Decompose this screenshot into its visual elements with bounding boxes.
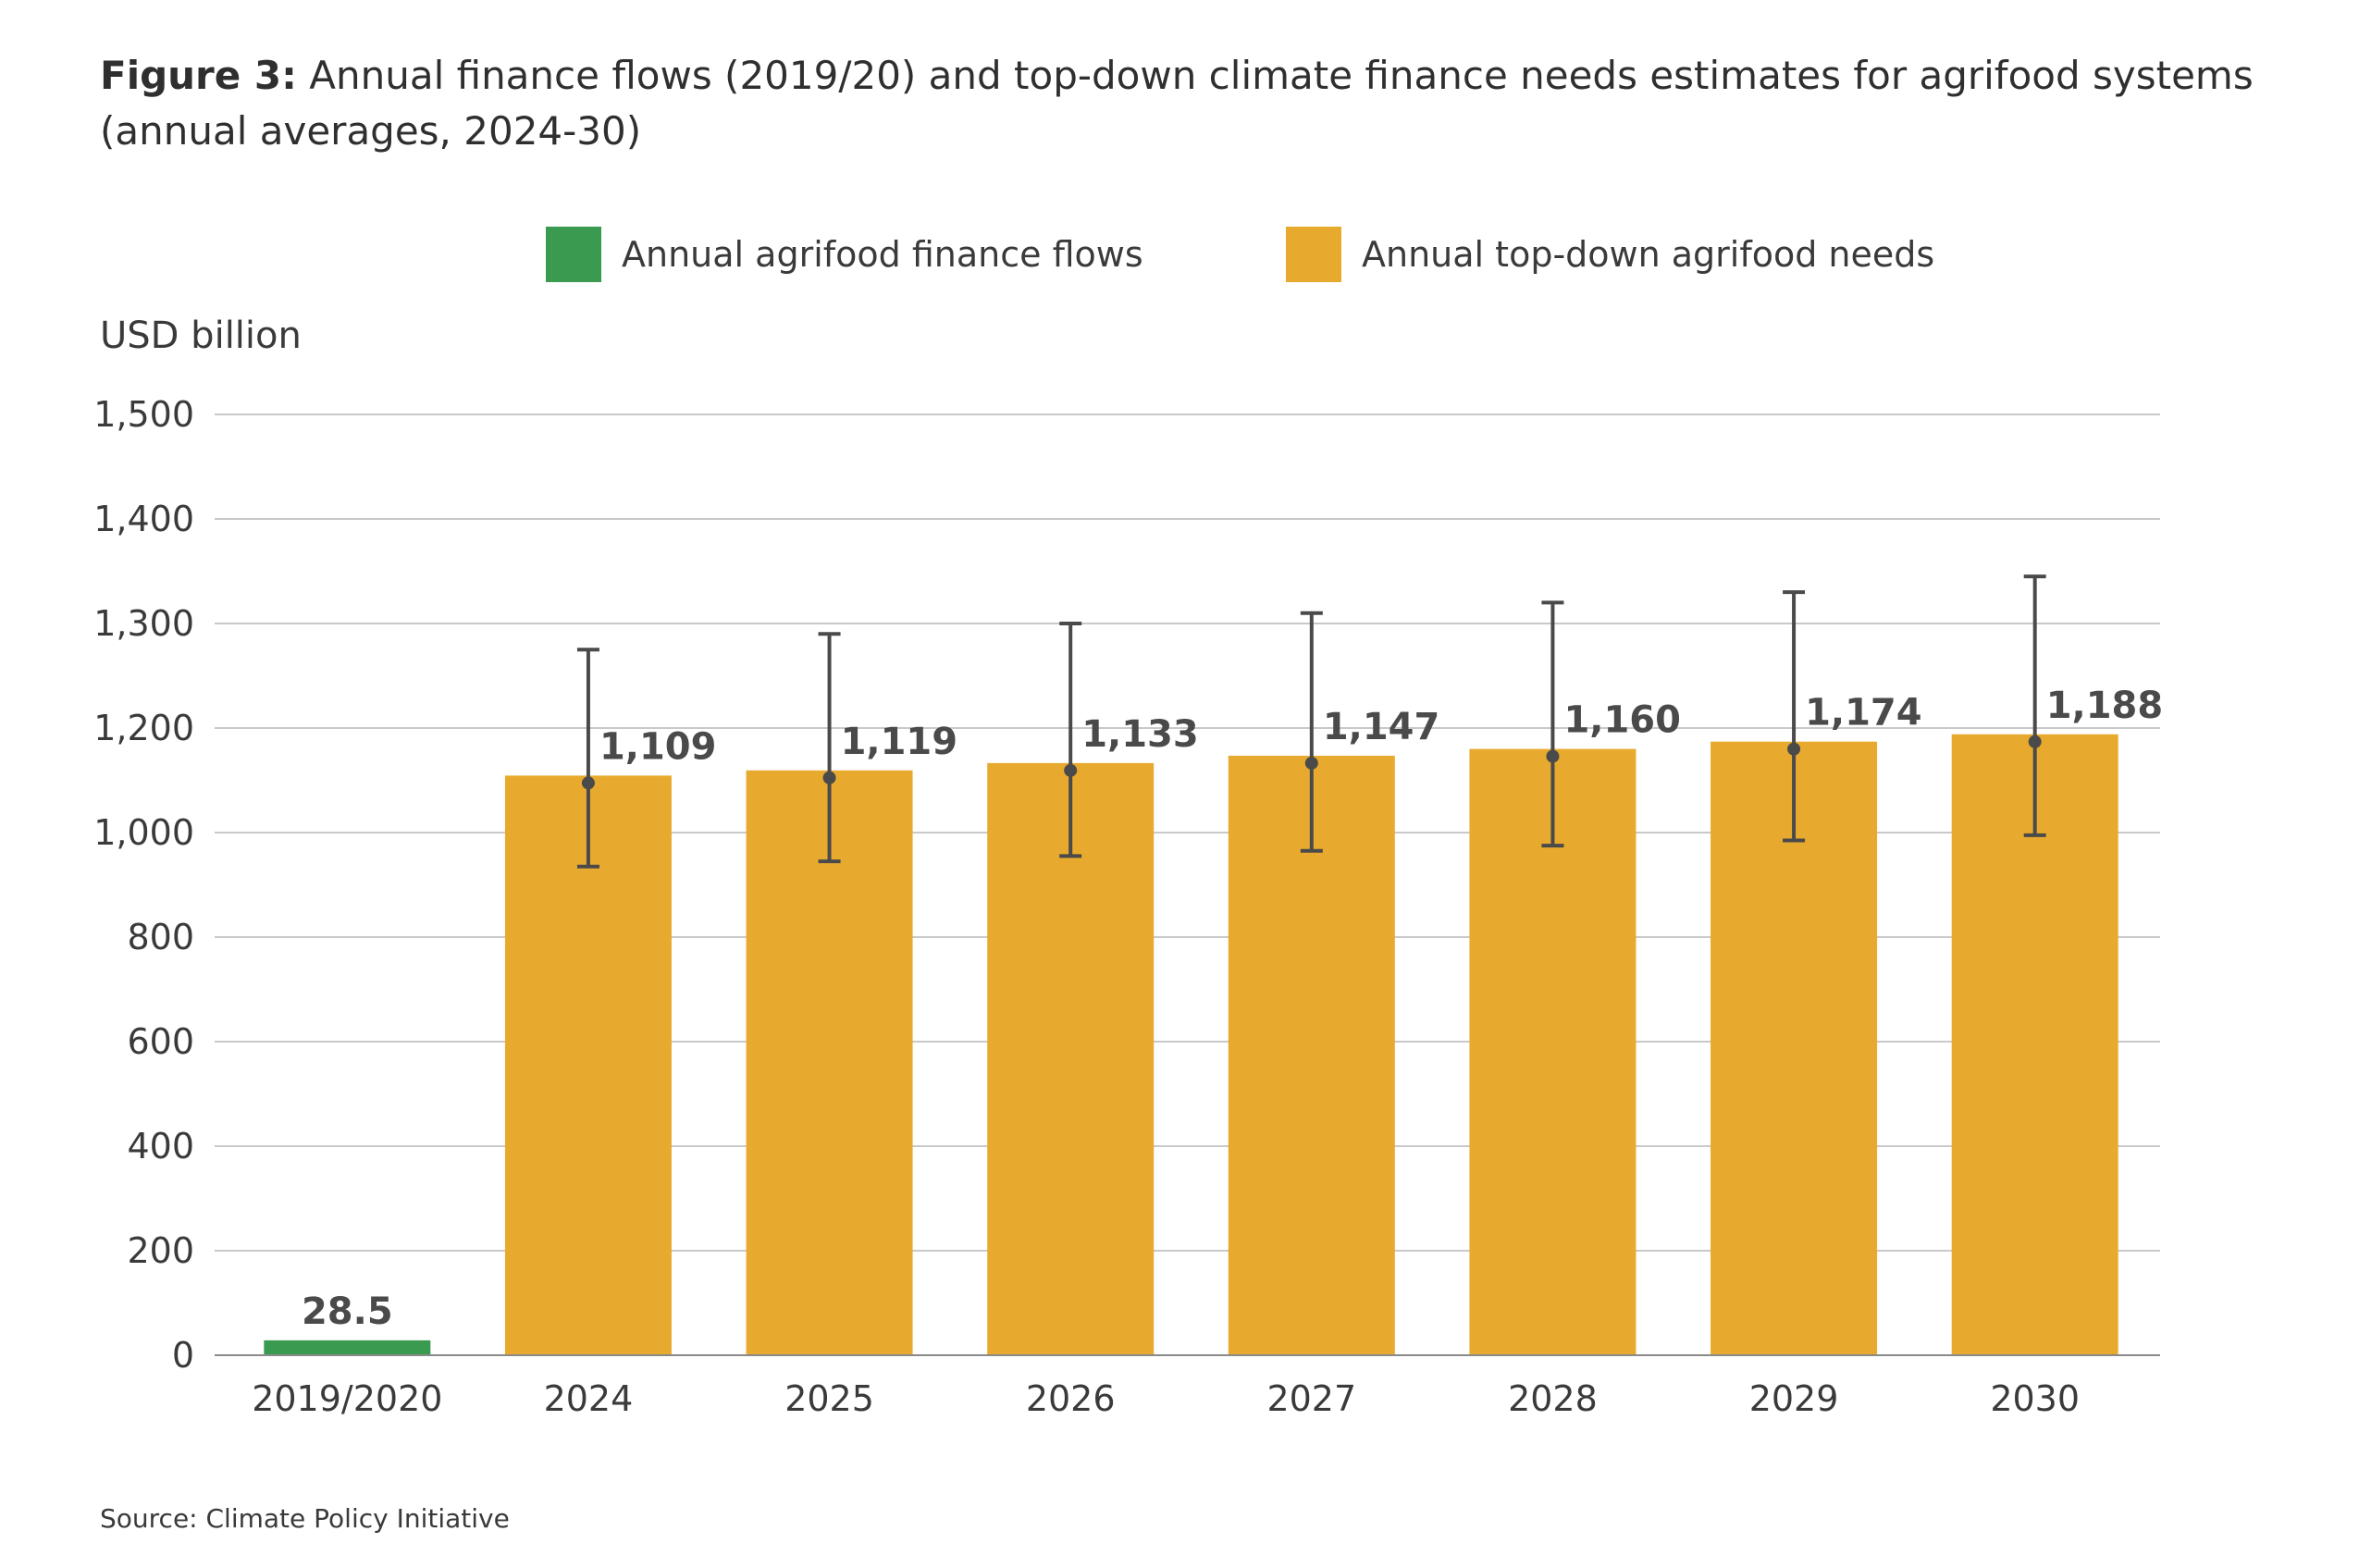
y-tick-label: 200 [127,1230,194,1271]
error-bar-midpoint [2028,735,2042,748]
x-tick-label: 2024 [544,1378,634,1419]
bar [987,762,1155,1355]
legend-item-agrifood-needs: Annual top-down agrifood needs [1286,227,1934,282]
y-axis-unit-label: USD billion [100,315,302,357]
error-bars [576,574,2046,869]
title-text: Annual finance flows (2019/20) and top-d… [100,53,2254,154]
bar [1711,741,1878,1355]
x-tick-label: 2019/2020 [252,1378,442,1419]
y-tick-label: 800 [127,917,194,957]
error-bar-midpoint [822,771,836,784]
x-tick-label: 2028 [1508,1378,1598,1419]
bar [264,1340,431,1355]
y-tick-label: 600 [127,1021,194,1062]
x-tick-label: 2030 [1990,1378,2080,1419]
data-label: 28.5 [302,1290,393,1333]
data-label: 1,174 [1805,692,1922,735]
y-axis-tick-labels: 0 200 400 600 800 1,000 1,200 1,300 1,400 1,500 [93,394,194,1376]
legend-swatch-finance-flows [546,227,601,282]
legend-item-finance-flows: Annual agrifood finance flows [546,227,1143,282]
data-label: 1,109 [599,725,717,768]
x-tick-label: 2029 [1749,1378,1839,1419]
x-tick-label: 2027 [1266,1378,1356,1419]
bar [1951,734,2118,1355]
error-bar-midpoint [1064,763,1078,777]
y-tick-label: 1,200 [93,708,194,748]
bar [746,770,913,1355]
x-tick-label: 2025 [784,1378,874,1419]
source-note: Source: Climate Policy Initiative [100,1503,510,1534]
y-tick-label: 1,000 [93,812,194,853]
y-tick-label: 400 [127,1126,194,1167]
bars [264,734,2118,1355]
x-tick-label: 2026 [1026,1378,1116,1419]
bar [1469,748,1636,1355]
figure-number: Figure 3: [100,53,297,98]
y-tick-label: 0 [172,1335,194,1376]
legend-label-finance-flows: Annual agrifood finance flows [622,234,1143,275]
data-label: 1,133 [1081,713,1199,756]
data-label: 1,188 [2046,685,2164,727]
error-bar-midpoint [581,776,595,790]
data-label: 1,160 [1563,699,1681,742]
legend: Annual agrifood finance flows Annual top… [0,227,2359,291]
legend-label-agrifood-needs: Annual top-down agrifood needs [1362,234,1935,275]
y-tick-label: 1,300 [93,603,194,644]
data-label: 1,147 [1323,706,1440,748]
error-bar-midpoint [1304,756,1318,770]
bar [1228,755,1395,1355]
y-tick-label: 1,500 [93,394,194,435]
error-bar-midpoint [1546,749,1560,763]
chart-title: Figure 3: Annual finance flows (2019/20)… [100,48,2302,159]
data-label: 1,119 [841,721,958,763]
error-bar-midpoint [1787,742,1801,756]
data-labels: 28.5 1,109 1,119 1,133 1,147 1,160 1,174 1,188 [302,685,2163,1333]
legend-swatch-agrifood-needs [1286,227,1341,282]
y-tick-label: 1,400 [93,499,194,539]
x-axis-tick-labels: 2019/2020 2024 2025 2026 2027 2028 2029 2030 [252,1378,2080,1419]
bar [504,775,672,1355]
